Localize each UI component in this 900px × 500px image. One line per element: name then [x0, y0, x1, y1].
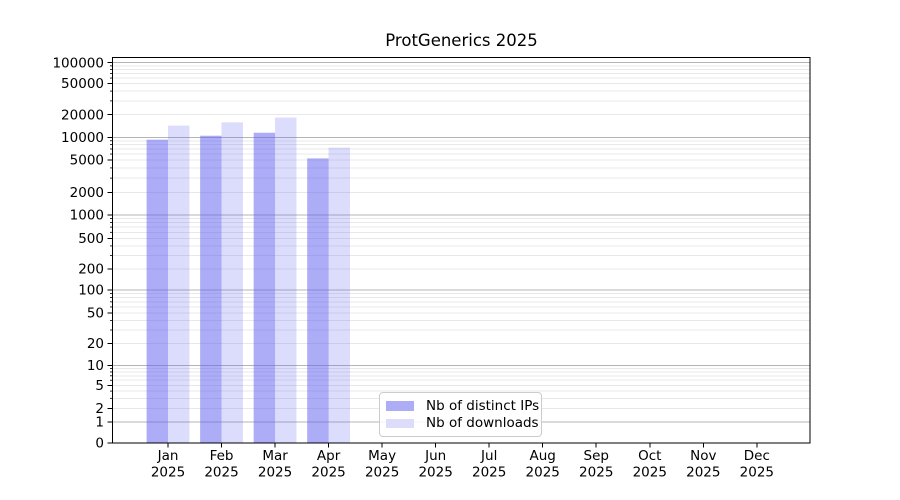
- x-tick-label-month: Jun: [424, 448, 446, 464]
- x-tick-label-year: 2025: [740, 465, 774, 481]
- x-tick-label-month: Oct: [638, 448, 661, 464]
- x-tick-label-year: 2025: [311, 465, 345, 481]
- y-tick-label: 20: [87, 336, 104, 352]
- y-tick-label: 50000: [61, 76, 104, 92]
- y-tick-label: 0: [95, 436, 104, 452]
- bar-nb-of-downloads-mar: [275, 117, 297, 443]
- legend-item-downloads: Nb of downloads: [386, 415, 539, 433]
- x-tick-label-month: Dec: [744, 448, 770, 464]
- bar-nb-of-distinct-ips-apr: [307, 158, 329, 443]
- legend-label-distinct-ips: Nb of distinct IPs: [426, 397, 540, 414]
- x-tick-label-year: 2025: [633, 465, 667, 481]
- x-tick-label-month: May: [368, 448, 396, 464]
- x-tick-label-month: Feb: [210, 448, 234, 464]
- x-tick-label-year: 2025: [258, 465, 292, 481]
- y-tick-label: 1000: [70, 208, 104, 224]
- bar-nb-of-distinct-ips-feb: [200, 135, 222, 443]
- bar-nb-of-downloads-feb: [221, 122, 243, 443]
- legend-swatch-distinct-ips: [386, 401, 414, 411]
- x-tick-label-year: 2025: [579, 465, 613, 481]
- bar-nb-of-downloads-apr: [328, 147, 350, 444]
- y-tick-label: 200: [78, 262, 104, 278]
- x-tick-label-year: 2025: [365, 465, 399, 481]
- x-tick-label-year: 2025: [418, 465, 452, 481]
- legend-swatch-downloads: [386, 418, 414, 428]
- y-tick-label: 100000: [52, 55, 104, 71]
- bar-nb-of-distinct-ips-mar: [253, 132, 276, 443]
- x-tick-label-year: 2025: [204, 465, 238, 481]
- y-tick-label: 10000: [61, 130, 104, 146]
- y-tick-label: 1: [95, 415, 104, 431]
- chart-title: ProtGenerics 2025: [385, 31, 538, 50]
- x-tick-label-month: Nov: [690, 448, 716, 464]
- y-tick-label: 500: [78, 231, 104, 247]
- bar-nb-of-distinct-ips-jan: [146, 139, 168, 443]
- bar-nb-of-downloads-jan: [168, 125, 190, 443]
- x-tick-label-year: 2025: [526, 465, 560, 481]
- x-tick-label-year: 2025: [472, 465, 506, 481]
- x-tick-label-month: Mar: [262, 448, 288, 464]
- y-tick-label: 5: [95, 378, 104, 394]
- x-tick-label-month: Apr: [317, 448, 341, 464]
- legend: Nb of distinct IPs Nb of downloads: [379, 392, 542, 437]
- y-tick-label: 10: [87, 358, 104, 374]
- y-tick-label: 2000: [70, 185, 104, 201]
- y-tick-label: 2: [95, 401, 104, 417]
- x-tick-label-year: 2025: [151, 465, 185, 481]
- x-tick-label-month: Sep: [584, 448, 609, 464]
- y-tick-label: 20000: [61, 107, 104, 123]
- legend-label-downloads: Nb of downloads: [426, 415, 539, 432]
- x-tick-label-month: Aug: [530, 448, 556, 464]
- y-tick-label: 5000: [70, 153, 104, 169]
- y-tick-label: 50: [87, 306, 104, 322]
- plot-frame: [112, 57, 811, 444]
- x-tick-label-month: Jul: [480, 448, 497, 464]
- legend-item-distinct-ips: Nb of distinct IPs: [386, 397, 539, 415]
- x-tick-label-month: Jan: [157, 448, 179, 464]
- x-tick-label-year: 2025: [686, 465, 720, 481]
- y-tick-label: 100: [78, 283, 104, 299]
